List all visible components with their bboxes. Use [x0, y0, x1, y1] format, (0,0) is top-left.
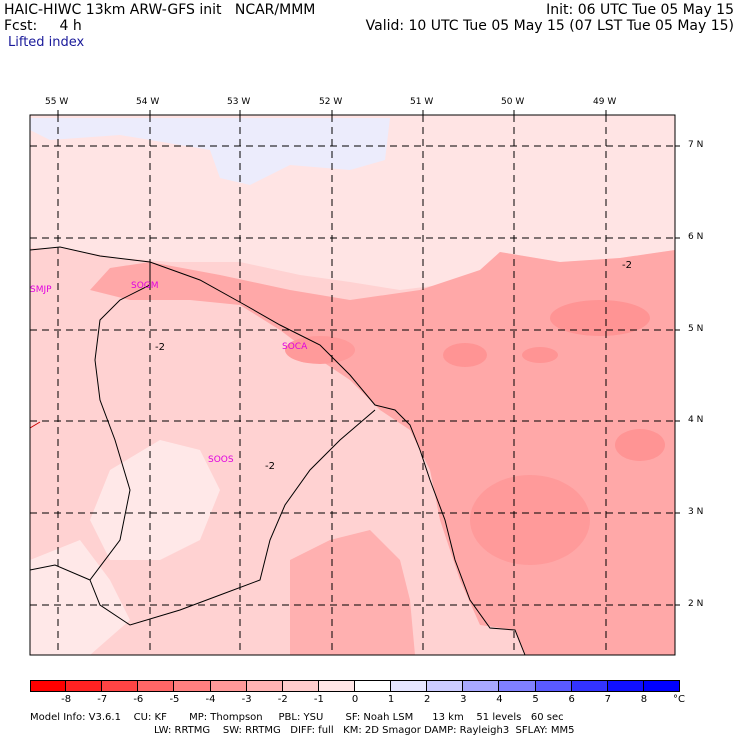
colorbar-swatch	[463, 680, 500, 692]
contour-fragment	[29, 421, 41, 429]
lat-label: 4 N	[688, 415, 704, 425]
colorbar-label: 0	[351, 694, 359, 705]
colorbar-swatch	[102, 680, 139, 692]
colorbar-swatch	[318, 680, 355, 692]
colorbar-swatch	[391, 680, 428, 692]
colorbar-swatch	[174, 680, 211, 692]
station-label: SMJP	[30, 285, 52, 295]
colorbar-label: 2	[424, 694, 431, 705]
lifted-index-field-south	[290, 530, 415, 655]
init-time: Init: 06 UTC Tue 05 May 15	[546, 2, 734, 18]
lifted-index-field-core-5	[470, 475, 590, 565]
colorbar-swatch	[210, 680, 247, 692]
lat-label: 7 N	[688, 140, 704, 150]
colorbar-swatch	[30, 680, 67, 692]
lifted-index-field-core	[550, 300, 650, 336]
colorbar-swatch	[535, 680, 572, 692]
lifted-index-field-core-4	[615, 429, 665, 461]
colorbar-label: -6	[133, 694, 144, 705]
lon-label: 53 W	[227, 97, 251, 107]
lifted-index-field-blue-patch	[30, 118, 390, 185]
colorbar-swatch	[355, 680, 392, 692]
station-label: SOCA	[282, 342, 308, 352]
colorbar-label: 7	[604, 694, 611, 705]
forecast-hour: Fcst: 4 h	[4, 18, 82, 34]
colorbar-label: 5	[532, 694, 539, 705]
station-label: SOGM	[131, 281, 159, 291]
lat-label: 3 N	[688, 507, 704, 517]
model-info-line: Model Info: V3.6.1 CU: KF MP: Thompson P…	[30, 712, 564, 723]
contour-label: -2	[622, 260, 632, 271]
colorbar-label: 6	[568, 694, 575, 705]
contour-label: -2	[265, 461, 275, 472]
lat-label: 2 N	[688, 599, 704, 609]
colorbar-swatch	[282, 680, 319, 692]
border-line-sw	[29, 564, 91, 581]
station-label: SOOS	[208, 455, 234, 465]
map-frame	[29, 114, 676, 656]
lon-label: 54 W	[136, 97, 160, 107]
colorbar-label: -2	[277, 694, 288, 705]
lifted-index-field-pale-sw	[30, 540, 130, 655]
coastline	[29, 246, 526, 656]
graticule	[30, 115, 675, 655]
valid-time: Valid: 10 UTC Tue 05 May 15 (07 LST Tue …	[365, 18, 734, 34]
lat-label: 5 N	[688, 324, 704, 334]
colorbar-label: -5	[169, 694, 180, 705]
colorbar-label: -3	[241, 694, 252, 705]
lat-label: 6 N	[688, 232, 704, 242]
colorbar-label: -8	[61, 694, 72, 705]
colorbar-label: 8	[640, 694, 648, 705]
model-title: HAIC-HIWC 13km ARW-GFS init NCAR/MMM	[4, 2, 316, 18]
colorbar-swatch	[499, 680, 536, 692]
lifted-index-field-core-6	[285, 336, 355, 364]
colorbar-label: 3	[460, 694, 467, 705]
lon-label: 55 W	[45, 97, 69, 107]
lon-label: 52 W	[319, 97, 343, 107]
colorbar-label: -1	[313, 694, 324, 705]
contour-label: -2	[155, 342, 165, 353]
lifted-index-field-core-3	[522, 347, 558, 363]
colorbar-swatch	[571, 680, 608, 692]
colorbar-swatch	[607, 680, 644, 692]
lon-label: 49 W	[593, 97, 617, 107]
model-physics-line: LW: RRTMG SW: RRTMG DIFF: full KM: 2D Sm…	[154, 725, 575, 736]
lon-label: 50 W	[501, 97, 525, 107]
colorbar-swatch	[66, 680, 103, 692]
field-name: Lifted index	[8, 35, 85, 50]
colorbar-swatch	[427, 680, 464, 692]
border-line	[89, 262, 376, 626]
colorbar-unit: °C	[673, 694, 685, 705]
colorbar-label: -4	[205, 694, 216, 705]
colorbar-swatch	[643, 680, 680, 692]
lifted-index-field-north	[30, 115, 675, 290]
lifted-index-field-core-2	[443, 343, 487, 367]
colorbar-swatch	[138, 680, 175, 692]
colorbar-label: -7	[97, 694, 108, 705]
colorbar-label: 1	[387, 694, 395, 705]
colorbar-label: 4	[496, 694, 503, 705]
colorbar-swatch	[246, 680, 283, 692]
lon-label: 51 W	[410, 97, 434, 107]
